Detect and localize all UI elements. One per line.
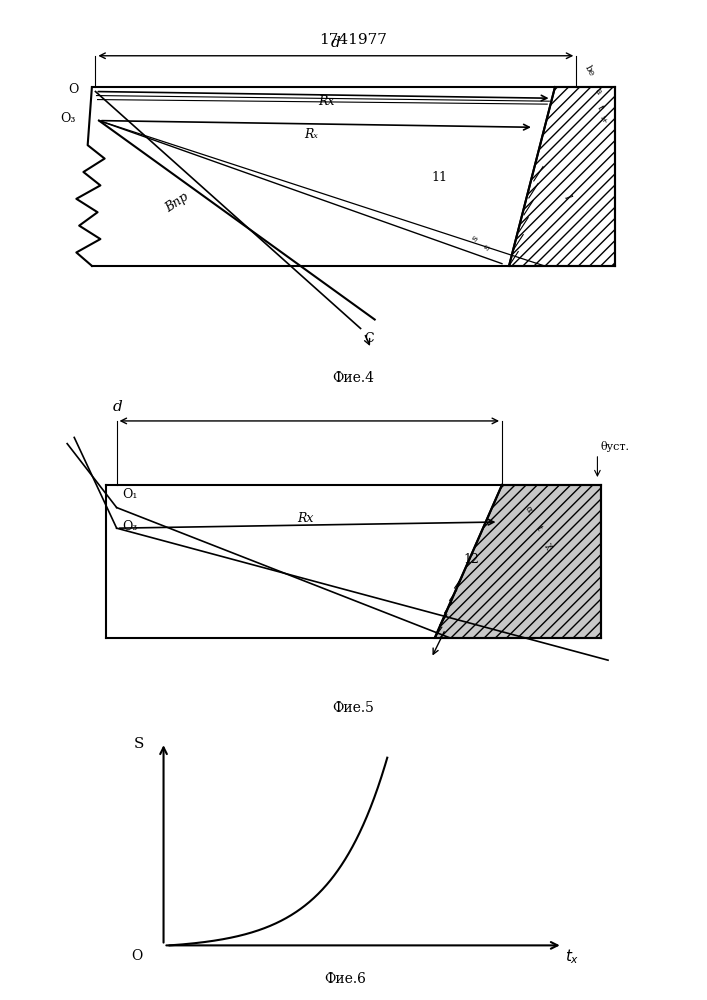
Text: O: O bbox=[132, 949, 143, 963]
Text: 11: 11 bbox=[431, 171, 448, 184]
Text: Rx: Rx bbox=[297, 512, 313, 525]
Text: 1741977: 1741977 bbox=[320, 33, 387, 47]
Polygon shape bbox=[435, 485, 601, 638]
Text: Rₓ: Rₓ bbox=[304, 128, 318, 141]
Text: C: C bbox=[364, 332, 374, 345]
Text: O₃: O₃ bbox=[122, 520, 138, 533]
Text: s: s bbox=[482, 243, 492, 252]
Text: Фие.5: Фие.5 bbox=[332, 701, 375, 715]
Text: Rx: Rx bbox=[318, 95, 334, 108]
Text: Впр: Впр bbox=[163, 190, 191, 215]
Text: i+: i+ bbox=[598, 114, 609, 126]
Text: l: l bbox=[562, 193, 573, 201]
Text: Фие.4: Фие.4 bbox=[332, 371, 375, 385]
Text: a: a bbox=[592, 87, 603, 96]
Text: t: t bbox=[595, 104, 605, 111]
Text: bе: bе bbox=[583, 64, 597, 78]
Text: d: d bbox=[113, 400, 123, 414]
Text: O₁: O₁ bbox=[122, 488, 138, 501]
Text: s: s bbox=[470, 234, 480, 243]
Text: d: d bbox=[331, 36, 341, 50]
Polygon shape bbox=[509, 87, 615, 266]
Text: θуст.: θуст. bbox=[601, 441, 630, 452]
Text: $t_x$: $t_x$ bbox=[565, 947, 580, 966]
Text: S: S bbox=[134, 737, 144, 751]
Text: Фие.6: Фие.6 bbox=[324, 972, 366, 986]
Text: O: O bbox=[69, 83, 79, 96]
Text: χ: χ bbox=[544, 541, 555, 551]
Text: t: t bbox=[534, 524, 544, 532]
Text: O₃: O₃ bbox=[60, 112, 76, 125]
Text: 12: 12 bbox=[463, 553, 479, 566]
Text: α: α bbox=[523, 504, 534, 514]
